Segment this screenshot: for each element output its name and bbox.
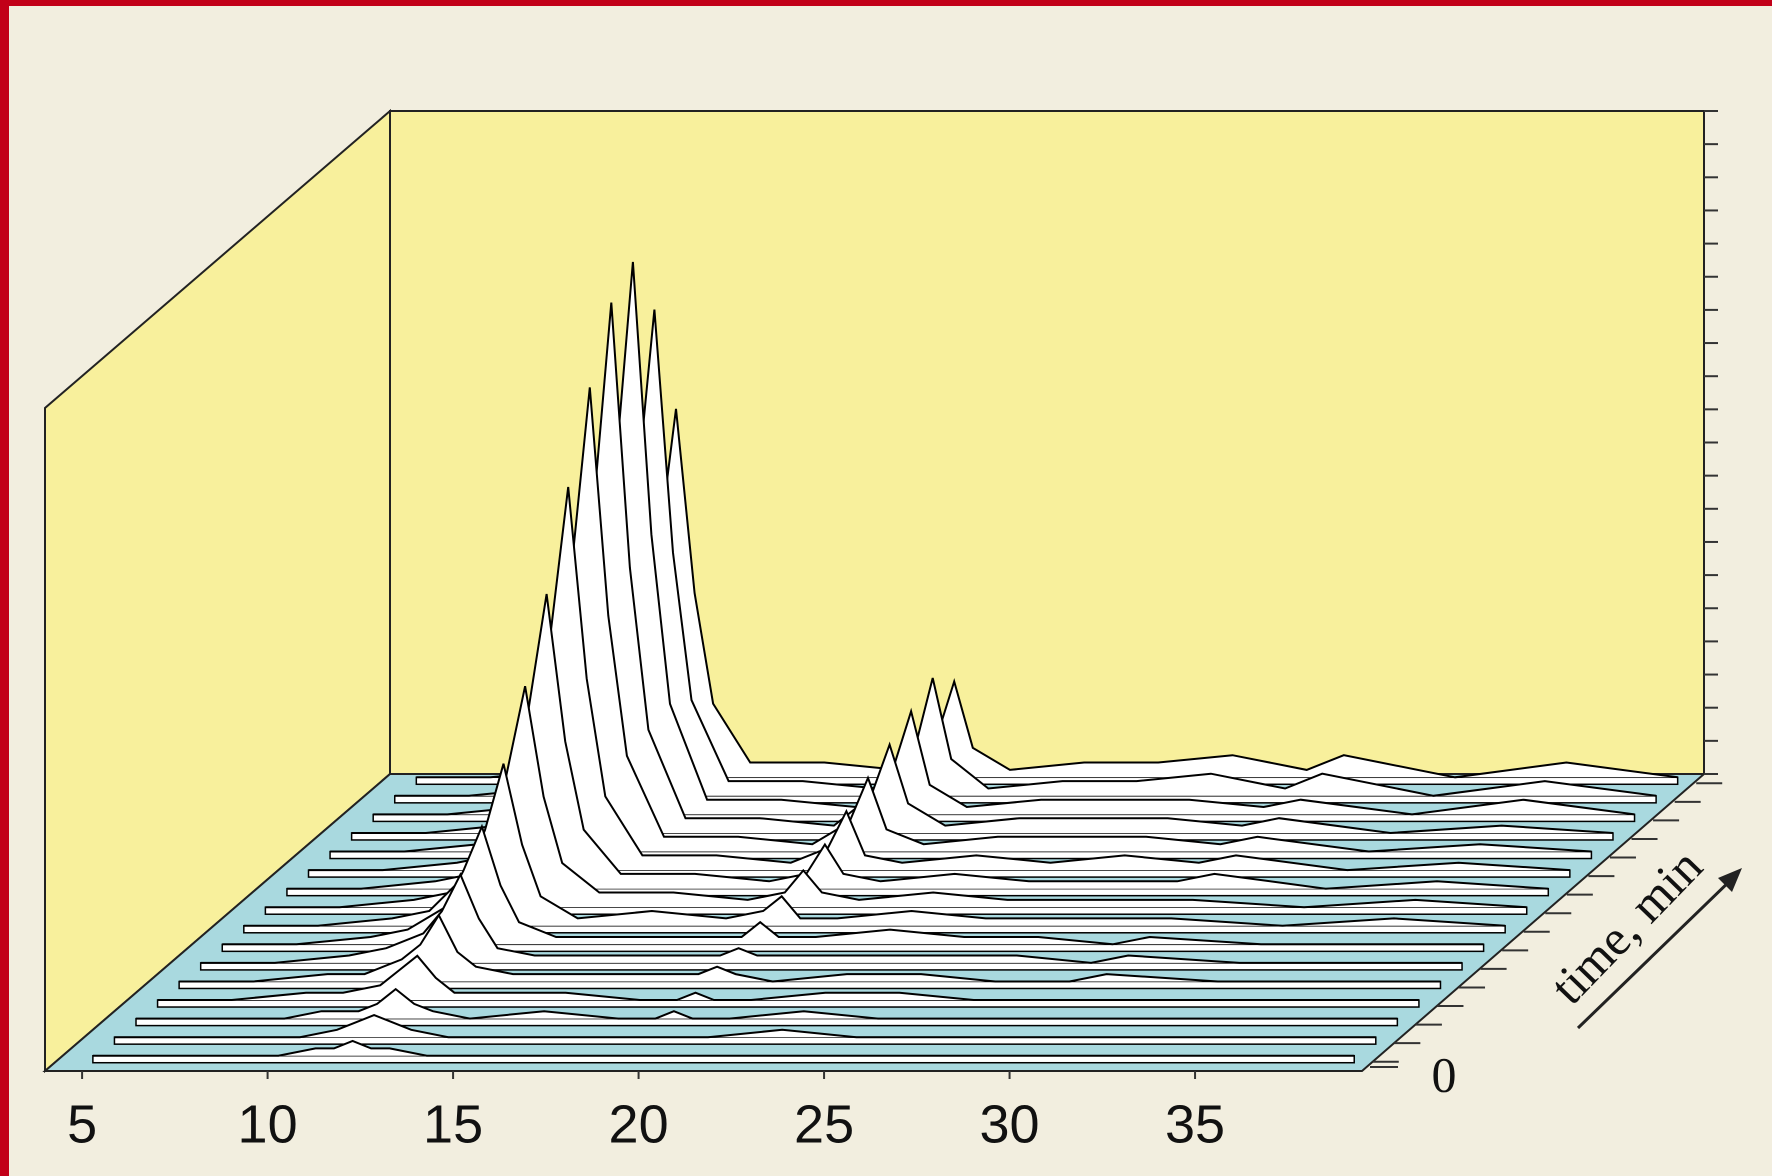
trace [157,954,1419,1001]
x-tick-label: 10 [238,1094,298,1154]
z-axis-arrow [1576,874,1737,1030]
trace [136,987,1398,1020]
x-tick-label: 20 [609,1094,669,1154]
x-tick-label: 5 [67,1094,97,1154]
trace [114,1014,1376,1039]
trace-slab [199,962,1463,971]
trace [222,823,1484,946]
trace [179,913,1441,983]
trace-slab [135,1017,1399,1027]
trace-slab [221,943,1485,953]
trace-slab [113,1036,1377,1045]
z-tick-label: 0 [1432,1046,1457,1102]
x-tick-label: 35 [1165,1094,1225,1154]
trace-slab [156,999,1420,1008]
z-axis-arrowhead [1718,868,1742,892]
x-tick-label: 15 [423,1094,483,1154]
trace-slab [92,1054,1355,1064]
trace [92,1039,1355,1057]
x-tick-label: 30 [980,1094,1040,1154]
trace [200,872,1462,964]
x-tick-label: 25 [794,1094,854,1154]
